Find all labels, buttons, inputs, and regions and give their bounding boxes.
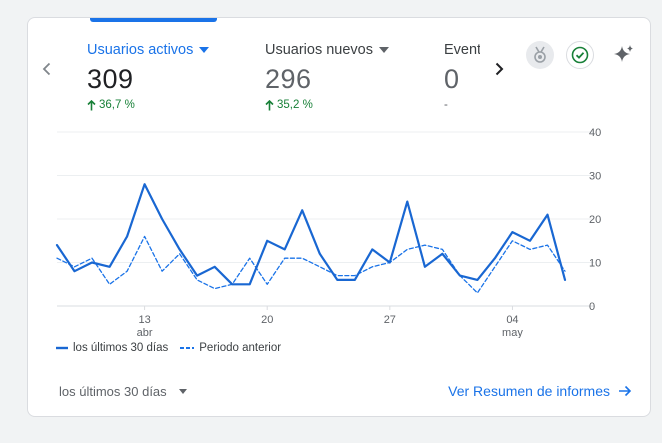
view-reports-label: Ver Resumen de informes — [448, 383, 610, 399]
arrow-right-icon — [619, 385, 632, 397]
legend-item-previous: Periodo anterior — [180, 342, 281, 354]
y-tick-label: 20 — [589, 214, 601, 226]
y-axis-ticks: 0 10 20 30 40 — [589, 127, 601, 313]
x-tick-label: 04 — [506, 314, 518, 326]
insights-button[interactable] — [610, 41, 638, 69]
y-tick-label: 0 — [589, 301, 595, 313]
series-line-current — [55, 183, 567, 286]
metric-label: Usuarios activos — [87, 42, 194, 58]
arrow-up-icon — [265, 99, 274, 110]
metric-change: 35,2 % — [265, 99, 389, 111]
metric-events[interactable]: Event 0 - — [444, 42, 480, 111]
previous-metrics-button[interactable] — [36, 58, 58, 80]
arrow-up-icon — [87, 99, 96, 110]
metric-new-users-selector[interactable]: Usuarios nuevos — [265, 42, 389, 58]
period-select-value: los últimos 30 días — [59, 384, 167, 399]
medal-badge-icon — [534, 46, 546, 63]
legend-label: los últimos 30 días — [73, 342, 169, 354]
next-metrics-button[interactable] — [488, 58, 510, 80]
metric-change: - — [444, 99, 480, 111]
chevron-right-icon — [495, 62, 504, 76]
legend-label: Periodo anterior — [199, 342, 282, 354]
metric-change: 36,7 % — [87, 99, 209, 111]
sparkle-icon — [614, 45, 633, 62]
x-tick-month-label: may — [502, 327, 523, 338]
chart-grid — [57, 131, 594, 307]
badge-button[interactable] — [526, 41, 554, 69]
analytics-card: Usuarios activos 309 36,7 % Usuarios nue… — [27, 17, 651, 417]
x-tick-label: 13 — [138, 314, 150, 326]
series-line-previous — [56, 235, 566, 294]
check-circle-icon — [571, 46, 589, 64]
metric-change-value: 36,7 % — [99, 99, 135, 111]
metric-change-value: 35,2 % — [277, 99, 313, 111]
legend-dashed-line-icon — [180, 347, 195, 349]
metric-change-value: - — [444, 99, 448, 111]
x-tick-label: 27 — [384, 314, 396, 326]
metric-value: 0 — [444, 64, 460, 94]
metric-label: Event — [444, 42, 480, 58]
period-select[interactable]: los últimos 30 días — [59, 384, 187, 399]
metric-active-users[interactable]: Usuarios activos 309 36,7 % — [87, 42, 210, 111]
metric-new-users[interactable]: Usuarios nuevos 296 35,2 % — [265, 42, 389, 111]
metric-value: 309 — [87, 64, 134, 94]
chevron-left-icon — [42, 62, 51, 76]
y-tick-label: 30 — [589, 171, 601, 183]
metric-label: Usuarios nuevos — [265, 42, 373, 58]
metric-events-selector[interactable]: Event — [444, 42, 480, 58]
caret-down-icon — [199, 47, 210, 53]
check-button[interactable] — [566, 41, 594, 69]
metric-active-users-selector[interactable]: Usuarios activos — [87, 42, 210, 58]
active-tab-indicator — [90, 18, 217, 22]
y-tick-label: 40 — [589, 127, 601, 139]
y-tick-label: 10 — [589, 258, 601, 270]
chart-legend: los últimos 30 días Periodo anterior — [56, 342, 293, 354]
legend-solid-line-icon — [56, 346, 68, 350]
chart-series — [55, 183, 567, 294]
caret-down-icon — [178, 389, 187, 394]
x-tick-label: 20 — [261, 314, 273, 326]
view-reports-link[interactable]: Ver Resumen de informes — [448, 383, 632, 399]
caret-down-icon — [379, 47, 389, 53]
legend-item-current: los últimos 30 días — [56, 342, 168, 354]
x-tick-month-label: abr — [137, 327, 153, 338]
metric-value: 296 — [265, 64, 312, 94]
